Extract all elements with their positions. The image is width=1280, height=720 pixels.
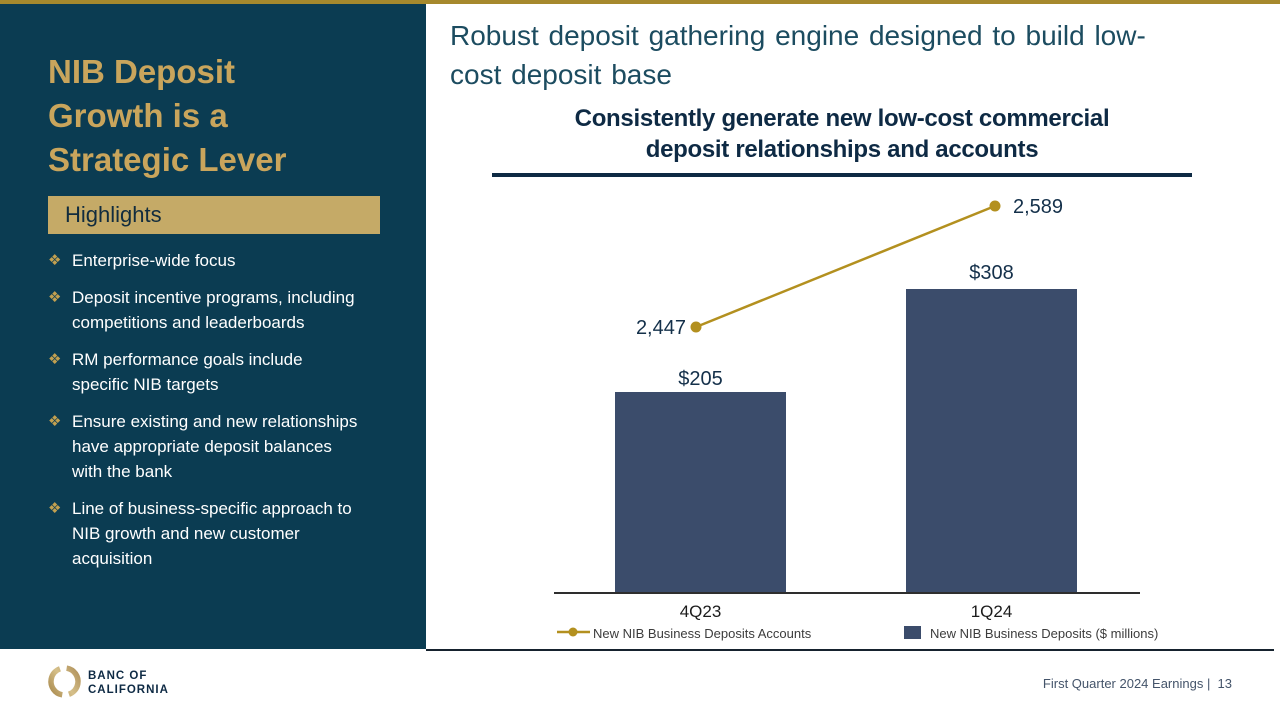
bar-1q24 bbox=[906, 289, 1077, 593]
slide-title: NIB Deposit Growth is a Strategic Lever bbox=[48, 53, 287, 178]
bullet-item: ❖ Ensure existing and new relationships … bbox=[48, 409, 400, 484]
sidebar: NIB Deposit Growth is a Strategic Lever … bbox=[0, 4, 426, 649]
brand-line2: CALIFORNIA bbox=[88, 684, 169, 696]
line-label-4q23: 2,447 bbox=[635, 317, 686, 339]
bullet-text: Enterprise-wide focus bbox=[72, 251, 236, 270]
bar-4q23 bbox=[615, 392, 786, 593]
footer-divider bbox=[426, 649, 1274, 651]
bar-label-1q24: $308 bbox=[969, 262, 1014, 284]
diamond-bullet-icon: ❖ bbox=[48, 252, 62, 269]
legend-line-marker-icon bbox=[557, 627, 590, 637]
x-axis-line bbox=[554, 592, 1140, 594]
bullet-item: ❖ Enterprise-wide focus bbox=[48, 248, 400, 273]
x-tick-4q23: 4Q23 bbox=[679, 602, 722, 621]
bullet-item: ❖ RM performance goals include specific … bbox=[48, 347, 400, 397]
x-tick-1q24: 1Q24 bbox=[970, 602, 1013, 621]
page-number-label: First Quarter 2024 Earnings | 13 bbox=[1042, 676, 1232, 691]
top-accent-bar bbox=[0, 0, 1280, 4]
bullet-text: RM performance goals include specific NI… bbox=[72, 350, 303, 394]
main-heading: Robust deposit gathering engine designed… bbox=[450, 20, 1146, 90]
bullet-text: Ensure existing and new relationships ha… bbox=[72, 412, 358, 481]
bullet-text: Line of business-specific approach to NI… bbox=[72, 499, 352, 568]
legend-label-deposits: New NIB Business Deposits ($ millions) bbox=[930, 626, 1159, 641]
brand-line1: BANC OF bbox=[88, 670, 148, 682]
bullet-item: ❖ Line of business-specific approach to … bbox=[48, 496, 400, 571]
line-segment bbox=[695, 204, 996, 329]
diamond-bullet-icon: ❖ bbox=[48, 289, 62, 306]
banc-of-california-logo-icon bbox=[48, 665, 81, 698]
diamond-bullet-icon: ❖ bbox=[48, 351, 62, 368]
diamond-bullet-icon: ❖ bbox=[48, 500, 62, 517]
highlights-header: Highlights bbox=[48, 196, 380, 234]
diamond-bullet-icon: ❖ bbox=[48, 413, 62, 430]
bar-label-4q23: $205 bbox=[678, 368, 723, 390]
highlights-label: Highlights bbox=[65, 202, 162, 227]
bullet-item: ❖ Deposit incentive programs, including … bbox=[48, 285, 400, 335]
line-point-1q24 bbox=[989, 200, 1001, 212]
bullet-text: Deposit incentive programs, including co… bbox=[72, 288, 355, 332]
brand-name: BANC OF CALIFORNIA bbox=[88, 669, 169, 697]
chart-title-underline bbox=[492, 173, 1192, 177]
line-point-4q23 bbox=[690, 321, 702, 333]
legend-bar-marker-icon bbox=[904, 626, 921, 639]
content-panel: Robust deposit gathering engine designed… bbox=[426, 4, 1280, 649]
chart-title: Consistently generate new low-cost comme… bbox=[574, 105, 1110, 163]
line-series bbox=[690, 200, 1001, 333]
bullet-list: ❖ Enterprise-wide focus ❖ Deposit incent… bbox=[48, 248, 400, 583]
line-label-1q24: 2,589 bbox=[1013, 196, 1064, 218]
legend-label-accounts: New NIB Business Deposits Accounts bbox=[593, 626, 812, 641]
